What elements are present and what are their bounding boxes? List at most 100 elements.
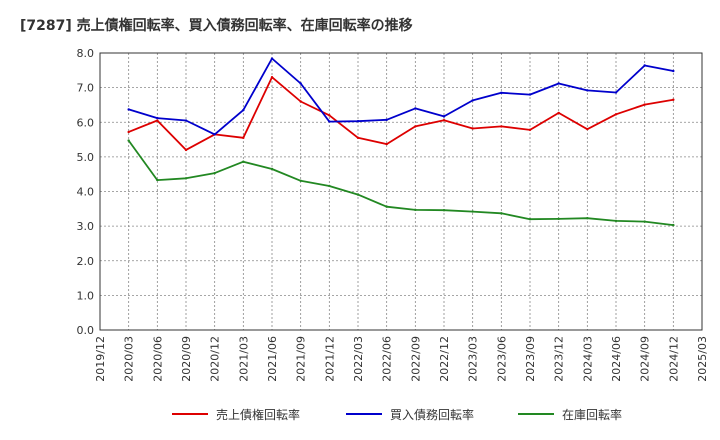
series-2-point: [442, 115, 446, 118]
series-1-point: [614, 113, 618, 116]
x-tick-label: 2023/03: [467, 336, 480, 382]
series-1-point: [586, 127, 589, 131]
series-1-point: [528, 128, 532, 132]
series-3-point: [557, 217, 560, 221]
x-tick-label: 2020/09: [180, 336, 193, 382]
series-1-point: [299, 100, 302, 103]
series-3-point: [385, 205, 388, 208]
series-1-point: [557, 111, 560, 115]
series-1-point: [356, 136, 360, 140]
y-tick-label: 4.0: [77, 186, 95, 199]
series-1-point: [156, 119, 159, 122]
series-2-point: [127, 108, 130, 111]
x-tick-label: 2021/12: [323, 336, 336, 382]
series-2-point: [328, 120, 331, 123]
x-tick-label: 2020/12: [209, 336, 222, 382]
x-tick-label: 2025/03: [696, 336, 709, 382]
series-3-point: [414, 208, 417, 212]
x-tick-label: 2023/09: [524, 336, 537, 382]
legend-label-3: 在庫回転率: [562, 407, 622, 422]
series-2-point: [500, 91, 503, 95]
x-tick-label: 2023/12: [553, 336, 566, 382]
series-3-point: [643, 220, 646, 223]
series-1-point: [385, 142, 388, 146]
x-tick-label: 2024/03: [581, 336, 594, 382]
series-3-point: [471, 210, 474, 213]
series-2-point: [614, 91, 618, 94]
x-tick-label: 2020/03: [123, 336, 136, 382]
series-1-point: [643, 103, 646, 106]
y-tick-label: 6.0: [77, 116, 95, 129]
y-tick-label: 3.0: [77, 220, 95, 233]
y-tick-label: 1.0: [77, 289, 95, 302]
series-3-point: [614, 219, 618, 223]
series-1-point: [270, 76, 274, 79]
series-3-point: [270, 167, 274, 171]
x-tick-label: 2021/09: [295, 336, 308, 382]
series-3-point: [156, 178, 159, 182]
series-3-point: [242, 160, 245, 163]
series-3-point: [586, 216, 589, 220]
series-1-point: [471, 127, 474, 130]
series-2-point: [184, 119, 188, 122]
x-tick-label: 2022/09: [409, 336, 422, 382]
series-2-point: [672, 69, 675, 73]
series-2-point: [270, 57, 274, 60]
series-3-point: [213, 171, 216, 175]
x-tick-label: 2020/06: [151, 336, 164, 382]
series-1-point: [184, 148, 188, 152]
series-3-point: [442, 208, 446, 212]
x-tick-label: 2019/12: [94, 336, 107, 382]
series-line-3: [127, 140, 674, 226]
series-1-point: [414, 125, 417, 128]
series-2-point: [586, 89, 589, 92]
series-2-point: [356, 120, 360, 123]
x-tick-label: 2024/06: [610, 336, 623, 382]
x-tick-label: 2021/03: [237, 336, 250, 382]
series-2-point: [242, 108, 245, 112]
series-2-point: [213, 133, 216, 136]
y-tick-label: 8.0: [77, 47, 95, 60]
x-tick-label: 2024/12: [667, 336, 680, 382]
chart-title: [7287] 売上債権回転率、買入債務回転率、在庫回転率の推移: [20, 17, 413, 34]
legend: 売上債権回転率 買入債務回転率 在庫回転率: [172, 407, 622, 422]
x-tick-label: 2022/06: [381, 336, 394, 382]
series-3-point: [184, 177, 188, 180]
series-line-2: [128, 57, 674, 136]
series-2-point: [557, 82, 560, 85]
series-line-1: [128, 76, 674, 151]
series-2-point: [643, 64, 646, 67]
x-tick-label: 2022/03: [352, 336, 365, 382]
series-2-point: [528, 93, 532, 96]
y-axis: 0.0 1.0 2.0 3.0 4.0 5.0 6.0 7.0 8.0: [77, 47, 95, 337]
plot-frame: [99, 52, 703, 331]
y-tick-label: 0.0: [77, 324, 95, 337]
series-1-point: [500, 125, 503, 128]
series-2-point: [299, 82, 302, 85]
series-3-point: [528, 218, 532, 221]
series-1-point: [127, 130, 130, 134]
series-2-point: [471, 99, 474, 102]
series-2-point: [156, 116, 159, 120]
y-tick-label: 5.0: [77, 151, 95, 164]
series-3-point: [328, 184, 331, 188]
series-3-point: [672, 223, 675, 227]
series-3-point: [500, 212, 503, 215]
y-tick-label: 7.0: [77, 82, 95, 95]
series-2-point: [385, 118, 388, 122]
series-3-point: [356, 193, 360, 196]
series-1-point: [328, 114, 331, 117]
series-1-point: [442, 118, 446, 122]
y-tick-label: 2.0: [77, 255, 95, 268]
series-3-point: [299, 179, 302, 182]
series-3-point: [127, 139, 130, 142]
x-tick-label: 2022/12: [438, 336, 451, 382]
series-group: [127, 57, 675, 227]
series-2-point: [414, 107, 417, 110]
series-1-point: [242, 136, 245, 140]
series-1-point: [672, 98, 675, 101]
legend-label-2: 買入債務回転率: [390, 407, 474, 422]
x-tick-label: 2021/06: [266, 336, 279, 382]
legend-label-1: 売上債権回転率: [216, 407, 300, 422]
